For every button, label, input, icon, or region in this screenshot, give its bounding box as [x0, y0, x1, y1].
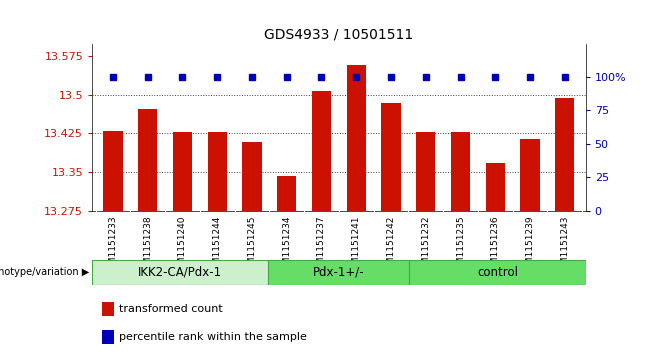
Title: GDS4933 / 10501511: GDS4933 / 10501511: [265, 27, 413, 41]
Bar: [138, 109, 157, 211]
Bar: [102, 302, 114, 316]
Bar: [312, 91, 331, 211]
Text: transformed count: transformed count: [119, 304, 223, 314]
Bar: [520, 139, 540, 211]
Bar: [103, 131, 122, 211]
Text: IKK2-CA/Pdx-1: IKK2-CA/Pdx-1: [138, 266, 222, 279]
Bar: [417, 132, 436, 211]
Bar: [102, 330, 114, 344]
Bar: [173, 132, 192, 211]
Bar: [92, 260, 268, 285]
Text: GSM1151236: GSM1151236: [491, 215, 500, 276]
Text: GSM1151244: GSM1151244: [213, 215, 222, 276]
Bar: [208, 132, 227, 211]
Text: control: control: [477, 266, 518, 279]
Bar: [242, 142, 261, 211]
Bar: [486, 163, 505, 211]
Text: GSM1151241: GSM1151241: [352, 215, 361, 276]
Bar: [382, 103, 401, 211]
Text: GSM1151232: GSM1151232: [421, 215, 430, 276]
Text: GSM1151242: GSM1151242: [386, 215, 395, 276]
Text: GSM1151237: GSM1151237: [317, 215, 326, 276]
Text: percentile rank within the sample: percentile rank within the sample: [119, 332, 307, 342]
Text: GSM1151245: GSM1151245: [247, 215, 257, 276]
Bar: [268, 260, 409, 285]
Text: GSM1151233: GSM1151233: [109, 215, 118, 276]
Text: GSM1151243: GSM1151243: [560, 215, 569, 276]
Bar: [409, 260, 586, 285]
Text: Pdx-1+/-: Pdx-1+/-: [313, 266, 365, 279]
Text: genotype/variation ▶: genotype/variation ▶: [0, 267, 89, 277]
Bar: [451, 132, 470, 211]
Bar: [277, 176, 296, 211]
Bar: [555, 98, 574, 211]
Bar: [347, 65, 366, 211]
Text: GSM1151234: GSM1151234: [282, 215, 291, 276]
Text: GSM1151238: GSM1151238: [143, 215, 152, 276]
Text: GSM1151235: GSM1151235: [456, 215, 465, 276]
Text: GSM1151239: GSM1151239: [526, 215, 534, 276]
Text: GSM1151240: GSM1151240: [178, 215, 187, 276]
